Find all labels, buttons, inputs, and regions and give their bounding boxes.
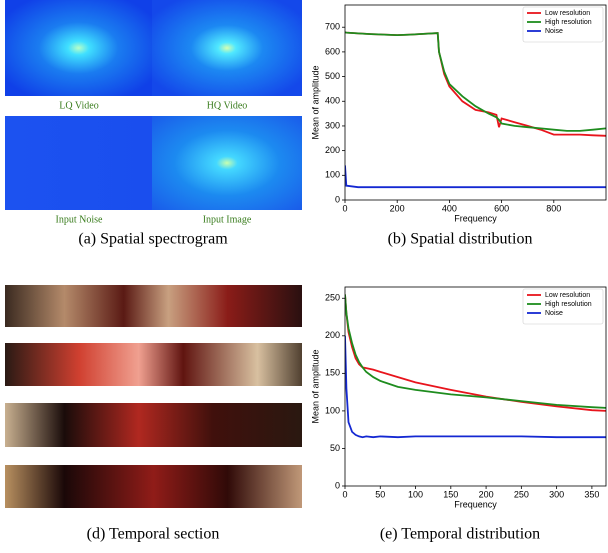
- x-tick-label: 0: [342, 203, 347, 213]
- x-tick-label: 50: [375, 489, 385, 499]
- y-tick-label: 600: [325, 46, 340, 56]
- x-tick-label: 300: [549, 489, 564, 499]
- y-tick-label: 100: [325, 405, 340, 415]
- legend-label: High resolution: [545, 301, 592, 308]
- y-tick-label: 300: [325, 120, 340, 130]
- x-tick-label: 200: [479, 489, 494, 499]
- temporal-strip: [5, 285, 302, 327]
- x-axis-label: Frequency: [454, 213, 497, 223]
- legend-label: Low resolution: [545, 292, 590, 299]
- caption: (d) Temporal section: [87, 526, 220, 543]
- caption: (e) Temporal distribution: [380, 526, 540, 543]
- line-series: [345, 32, 606, 131]
- legend-label: Low resolution: [545, 10, 590, 17]
- x-axis-label: Frequency: [454, 499, 497, 509]
- x-tick-label: 600: [494, 203, 509, 213]
- line-series: [345, 336, 606, 437]
- temporal-strip: [5, 465, 302, 508]
- temporal-strip: [5, 403, 302, 447]
- spectrogram-image: [152, 116, 302, 210]
- y-axis-label: Mean of amplitude: [310, 65, 320, 139]
- legend-label: Noise: [545, 28, 563, 35]
- caption: (b) Spatial distribution: [388, 231, 533, 248]
- x-tick-label: 400: [442, 203, 457, 213]
- y-tick-label: 250: [325, 293, 340, 303]
- y-tick-label: 100: [325, 170, 340, 180]
- x-tick-label: 200: [390, 203, 405, 213]
- y-tick-label: 0: [335, 480, 340, 490]
- y-tick-label: 200: [325, 145, 340, 155]
- y-tick-label: 0: [335, 194, 340, 204]
- image-label: Input Image: [203, 214, 252, 225]
- temporal-strip: [5, 343, 302, 386]
- caption: (a) Spatial spectrogram: [78, 231, 228, 248]
- y-tick-label: 500: [325, 71, 340, 81]
- x-tick-label: 350: [584, 489, 599, 499]
- x-tick-label: 150: [443, 489, 458, 499]
- y-tick-label: 150: [325, 368, 340, 378]
- spectrogram-image: [152, 0, 302, 96]
- x-tick-label: 0: [342, 489, 347, 499]
- line-series: [345, 165, 606, 187]
- x-tick-label: 250: [514, 489, 529, 499]
- y-tick-label: 700: [325, 22, 340, 32]
- legend-label: High resolution: [545, 19, 592, 26]
- figure: LQ Video HQ Video Input Noise Input Imag…: [0, 0, 608, 548]
- x-tick-label: 100: [408, 489, 423, 499]
- legend-label: Noise: [545, 310, 563, 317]
- image-label: HQ Video: [207, 100, 248, 111]
- spectrogram-image: [5, 116, 152, 210]
- y-tick-label: 400: [325, 96, 340, 106]
- spectrogram-image: [5, 0, 152, 96]
- y-axis-label: Mean of amplitude: [310, 349, 320, 423]
- y-tick-label: 200: [325, 330, 340, 340]
- image-label: LQ Video: [59, 100, 99, 111]
- image-label: Input Noise: [56, 214, 104, 225]
- x-tick-label: 800: [546, 203, 561, 213]
- y-tick-label: 50: [330, 443, 340, 453]
- line-series: [345, 32, 606, 136]
